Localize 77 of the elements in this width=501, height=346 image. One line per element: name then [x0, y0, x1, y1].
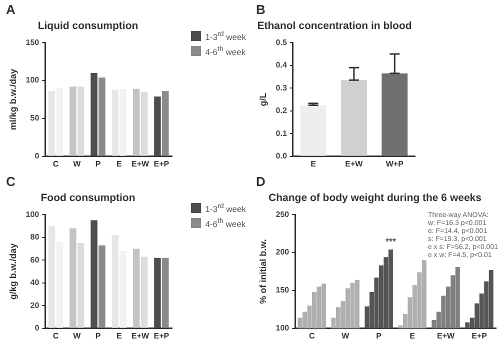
y-tick-label: 100: [26, 210, 40, 219]
bar: [90, 72, 98, 156]
y-tick-label: 60: [30, 255, 40, 264]
y-tick-label: 0.4: [276, 60, 288, 70]
y-tick-label: 80: [30, 232, 40, 242]
y-tick-label: 250: [276, 210, 290, 219]
x-tick-label: E+W: [345, 159, 364, 168]
bar: [77, 243, 84, 328]
x-tick-label: E+P: [472, 331, 488, 340]
y-tick-label: 0.1: [276, 128, 288, 138]
bar: [132, 88, 140, 156]
x-tick-label: W: [342, 331, 350, 340]
bar: [77, 86, 84, 156]
x-tick-label: E+W: [437, 331, 456, 340]
x-tick-label: E: [116, 331, 122, 340]
y-tick-label: 0.0: [276, 152, 288, 161]
bar: [140, 92, 148, 156]
x-tick-label: W: [73, 331, 82, 340]
x-tick-label: C: [52, 159, 59, 168]
bar: [98, 245, 106, 328]
y-axis-title: g/L: [258, 92, 268, 106]
y-tick-label: 0.3: [276, 83, 288, 92]
y-tick-label: 50: [30, 114, 40, 123]
bar: [382, 73, 408, 156]
y-axis-title: % of initial b.w.: [258, 239, 268, 304]
y-axis-title: g/kg b.w./day: [8, 243, 18, 300]
bar: [162, 91, 169, 156]
bar: [340, 80, 367, 156]
bar: [70, 86, 76, 156]
text: A: [6, 2, 16, 17]
x-tick-label: E: [410, 331, 416, 340]
text: D: [256, 174, 266, 189]
y-tick-label: 20: [30, 300, 40, 310]
x-tick-label: P: [376, 331, 382, 340]
bar: [154, 258, 161, 328]
x-tick-label: P: [95, 331, 102, 340]
data-label: ***: [385, 236, 396, 246]
x-tick-label: P: [95, 159, 102, 168]
x-tick-label: E: [116, 159, 122, 168]
y-tick-label: 0: [34, 152, 40, 161]
x-tick-label: E+W: [132, 159, 150, 168]
chart-title: Change of body weight during the 6 weeks: [268, 192, 482, 204]
x-tick-label: E: [310, 159, 317, 168]
chart-title: Liquid consumption: [38, 20, 138, 32]
x-tick-label: E+W: [132, 331, 150, 340]
legend-label: 1-3$^{rd}$ week: [205, 30, 246, 42]
legend-label: 4-6$^{th}$ week: [205, 216, 246, 229]
x-tick-label: E+P: [154, 159, 170, 168]
bar: [154, 96, 161, 156]
y-tick-label: 40: [30, 278, 40, 288]
x-tick-label: C: [308, 331, 315, 340]
bar: [132, 248, 140, 328]
y-axis-title: ml/kg b.w./day: [8, 68, 18, 130]
x-tick-label: W: [73, 159, 82, 168]
y-tick-label: 100: [26, 76, 40, 85]
bar: [70, 228, 76, 328]
bar: [140, 256, 148, 328]
y-tick-label: 150: [276, 286, 290, 295]
y-tick-label: 0.5: [276, 38, 288, 47]
chart-title: Food consumption: [40, 192, 136, 204]
y-tick-label: 100: [276, 324, 290, 333]
text: C: [6, 174, 16, 189]
y-tick-label: 150: [26, 38, 40, 47]
bar: [300, 105, 326, 156]
x-tick-label: E+P: [154, 331, 170, 340]
text: B: [256, 2, 266, 17]
x-tick-label: C: [52, 331, 59, 340]
y-tick-label: 200: [276, 248, 290, 257]
y-tick-label: 0: [34, 324, 40, 333]
bar: [90, 220, 98, 328]
legend-label: 4-6$^{th}$ week: [205, 44, 246, 57]
x-tick-label: W+P: [386, 159, 404, 168]
bar: [162, 258, 169, 328]
bar: [98, 78, 106, 156]
chart-title: Ethanol concentration in blood: [257, 20, 412, 32]
y-tick-label: 0.2: [276, 106, 288, 116]
legend-label: 1-3$^{rd}$ week: [205, 202, 246, 214]
